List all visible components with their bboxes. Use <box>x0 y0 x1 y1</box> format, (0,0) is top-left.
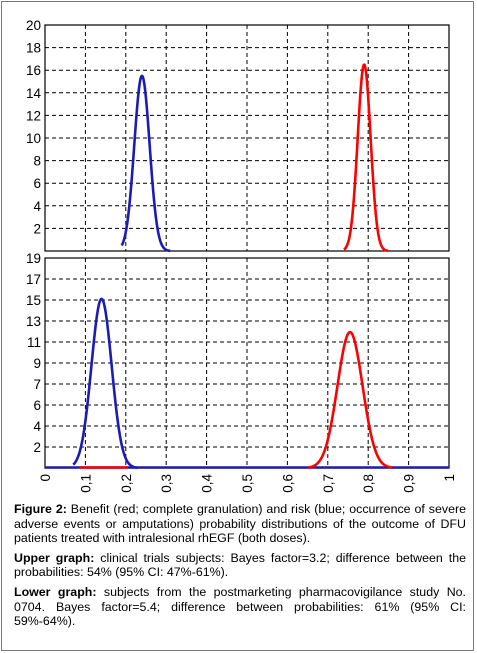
x-tick-label: 1 <box>442 474 457 482</box>
upper-graph-label: Upper graph: <box>14 550 95 565</box>
y-tick-label: 11 <box>27 335 41 350</box>
x-tick-label: 0,1 <box>78 474 93 493</box>
x-tick-label: 0,5 <box>240 474 255 493</box>
x-tick-label: 0 <box>38 474 53 482</box>
y-tick-label: 12 <box>26 108 41 123</box>
risk-curve <box>72 297 139 470</box>
y-tick-label: 15 <box>26 293 41 308</box>
x-tick-label: 0,4 <box>200 474 215 493</box>
y-tick-label: 13 <box>26 314 41 329</box>
x-tick-label: 0,2 <box>119 474 134 493</box>
upper-graph-panel: 2 4 6 8 10 12 14 16 18 20 <box>26 18 450 253</box>
y-tick-label: 2 <box>33 440 41 455</box>
figure-caption: Figure 2: Benefit (red; complete granula… <box>14 502 466 634</box>
x-tick-label: 0,8 <box>361 474 376 493</box>
plot-frame <box>44 24 450 252</box>
benefit-curve <box>307 330 394 469</box>
y-tick-label: 4 <box>33 419 41 434</box>
y-tick-label: 6 <box>33 398 41 413</box>
lower-graph-caption: Lower graph: subjects from the postmarke… <box>14 585 466 629</box>
y-tick-label: 10 <box>26 131 41 146</box>
upper-graph-description: clinical trials subjects: Bayes factor=3… <box>14 550 466 580</box>
benefit-curve <box>343 63 390 253</box>
y-tick-label: 17 <box>26 272 41 287</box>
lower-graph-panel: 2 4 6 7 9 11 13 15 17 19 0 0,1 0,2 0,3 0,4 0,5 0,6 0,7 0,8… <box>26 251 457 493</box>
figure-description: Benefit (red; complete granulation) and … <box>14 502 466 546</box>
y-tick-label: 16 <box>26 63 41 78</box>
y-tick-label: 9 <box>33 356 41 371</box>
risk-curve <box>120 74 172 253</box>
y-tick-label: 20 <box>26 18 41 33</box>
figure-caption-main: Figure 2: Benefit (red; complete granula… <box>14 502 466 546</box>
y-tick-label: 18 <box>26 41 41 56</box>
y-tick-label: 2 <box>33 221 41 236</box>
y-tick-label: 6 <box>33 176 41 191</box>
y-tick-label: 19 <box>26 251 41 266</box>
x-tick-label: 0,3 <box>159 474 174 493</box>
lower-graph-label: Lower graph: <box>14 584 97 599</box>
x-tick-label: 0,7 <box>321 474 336 493</box>
y-tick-label: 14 <box>26 86 42 101</box>
lower-graph-description: subjects from the postmarketing pharmaco… <box>14 584 466 629</box>
x-tick-label: 0,9 <box>402 474 417 493</box>
y-tick-label: 8 <box>33 154 41 169</box>
figure-2-chart: 2 4 6 8 10 12 14 16 18 20 2 4 6 7 9 11 13 15 17 19 0 0,1 0,2 0… <box>26 18 457 493</box>
y-tick-label: 7 <box>33 377 41 392</box>
upper-graph-caption: Upper graph: clinical trials subjects: B… <box>14 551 466 580</box>
y-tick-label: 4 <box>33 199 41 214</box>
x-tick-label: 0,6 <box>280 474 295 493</box>
figure-label: Figure 2: <box>14 502 67 516</box>
